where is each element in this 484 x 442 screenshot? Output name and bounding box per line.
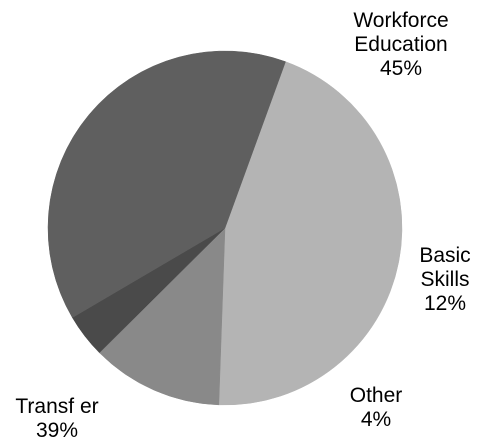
pie-slice-0 xyxy=(218,61,403,406)
slice-name-label-0-0: Workforce xyxy=(353,9,448,32)
pie-slice-3 xyxy=(47,50,286,318)
pie-slice-1 xyxy=(99,227,226,406)
slice-value-label-3: 39% xyxy=(36,419,78,442)
slice-name-label-1-1: Skills xyxy=(420,268,469,291)
slice-value-label-1: 12% xyxy=(424,292,466,315)
slice-name-label-1-0: Basic xyxy=(419,244,470,267)
slice-value-label-0: 45% xyxy=(380,57,422,80)
slice-value-label-2: 4% xyxy=(361,408,391,431)
slice-name-label-2-0: Other xyxy=(350,384,403,407)
slice-name-label-0-1: Education xyxy=(354,33,447,56)
slice-name-label-3-0: Transf er xyxy=(15,395,98,418)
